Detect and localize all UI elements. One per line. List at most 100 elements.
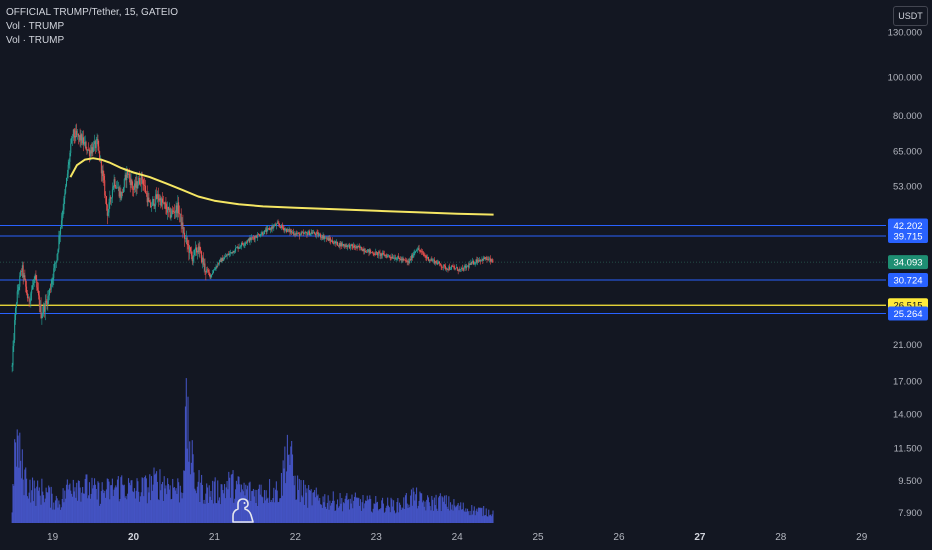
volume-bar (472, 514, 474, 523)
volume-bar (371, 512, 373, 523)
volume-bar (118, 501, 120, 523)
candle-body (234, 251, 236, 253)
volume-bar (411, 505, 413, 523)
volume-bar (235, 480, 237, 523)
candle-body (106, 205, 108, 216)
volume-bar (102, 489, 104, 523)
volume-bar (404, 509, 406, 523)
volume-bar (19, 432, 21, 523)
candle-body (373, 254, 375, 255)
volume-indicator-label[interactable]: Vol · TRUMP (6, 35, 65, 46)
volume-bar (252, 488, 254, 523)
volume-bar (107, 478, 109, 523)
candle-body (148, 197, 150, 202)
candle-body (261, 232, 263, 235)
volume-bar (67, 489, 69, 523)
volume-bar (387, 497, 389, 523)
volume-bar (32, 501, 34, 523)
candle-body (44, 301, 46, 312)
candle-body (237, 246, 239, 249)
volume-bar (161, 484, 163, 523)
candle-body (145, 185, 147, 193)
candle-body (172, 210, 174, 212)
candle-body (212, 270, 214, 273)
candle-body (352, 246, 354, 248)
volume-bar (126, 499, 128, 523)
candle-body (126, 169, 128, 181)
candle-body (108, 202, 110, 213)
candle-body (55, 260, 57, 263)
volume-bar (362, 495, 364, 523)
candle-body (198, 246, 200, 253)
candle-body (427, 256, 429, 261)
volume-bar (198, 470, 200, 523)
candle-body (470, 262, 472, 265)
candle-body (252, 237, 254, 239)
candle-body (483, 257, 485, 261)
candle-body (428, 259, 430, 261)
candle-body (286, 229, 288, 232)
candle-body (345, 245, 347, 247)
candle-body (117, 187, 119, 189)
candle-body (429, 259, 431, 261)
volume-bar (141, 477, 143, 523)
symbol-title[interactable]: OFFICIAL TRUMP/Tether, 15, GATEIO (6, 7, 179, 18)
candle-body (224, 256, 226, 258)
volume-bar (105, 489, 107, 523)
volume-bar (446, 506, 448, 523)
volume-bar (361, 502, 363, 523)
volume-bar (20, 478, 23, 523)
candle-body (492, 261, 494, 263)
volume-bar (329, 500, 331, 523)
candle-body (407, 261, 409, 263)
candle-body (213, 269, 215, 271)
volume-indicator-label[interactable]: Vol · TRUMP (6, 21, 65, 32)
candle-body (332, 242, 334, 244)
volume-bar (255, 502, 257, 523)
candle-body (240, 246, 242, 247)
volume-bar (24, 469, 26, 523)
volume-bar (46, 492, 48, 523)
candle-body (49, 288, 51, 296)
volume-bar (231, 473, 233, 523)
candle-body (383, 253, 385, 257)
volume-bar (470, 515, 472, 523)
candle-body (322, 235, 324, 239)
candle-body (30, 293, 32, 301)
candle-body (190, 251, 192, 256)
volume-bar (481, 507, 483, 523)
tradingview-dino-icon[interactable] (230, 498, 254, 524)
candle-body (387, 255, 389, 258)
volume-bar (48, 487, 51, 523)
volume-bar (168, 489, 170, 523)
candle-body (251, 237, 253, 240)
volume-bar (52, 509, 54, 523)
candle-body (128, 173, 130, 178)
volume-bar (287, 454, 289, 523)
volume-bar (276, 490, 278, 523)
candle-body (289, 229, 291, 233)
candle-body (54, 263, 56, 269)
volume-bar (91, 477, 93, 523)
volume-bar (327, 495, 329, 523)
volume-bar (341, 498, 343, 523)
candle-body (393, 257, 395, 259)
candle-body (420, 251, 422, 252)
volume-bar (28, 492, 30, 523)
volume-bar (134, 498, 136, 523)
candle-body (60, 227, 62, 235)
volume-bar (53, 502, 55, 523)
candle-body (37, 287, 39, 291)
volume-bar (128, 482, 130, 523)
candle-body (76, 130, 78, 135)
volume-bar (144, 477, 146, 523)
volume-bar (401, 507, 403, 523)
candle-body (254, 236, 256, 240)
volume-bar (332, 491, 334, 523)
candle-body (94, 141, 96, 145)
volume-bar (206, 483, 208, 523)
volume-bar (140, 492, 142, 523)
currency-button[interactable]: USDT (893, 6, 928, 26)
